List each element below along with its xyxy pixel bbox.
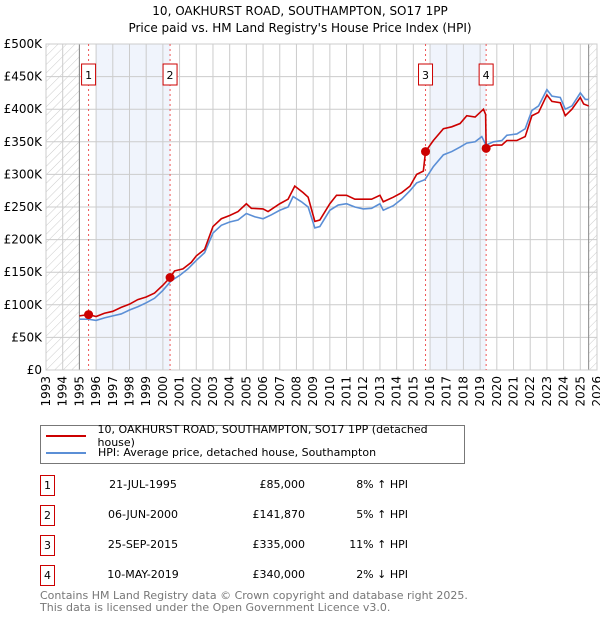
x-tick-label: 2006 [256, 376, 270, 407]
x-tick-label: 1995 [72, 376, 86, 407]
y-tick-label: £300K [4, 167, 44, 181]
x-tick-label: 2022 [523, 376, 537, 407]
sale-label-box [478, 63, 494, 86]
sale-point [84, 310, 94, 320]
plot-frame [45, 43, 598, 371]
x-tick-label: 2012 [356, 376, 370, 407]
sale-point [421, 147, 431, 157]
footer: Contains HM Land Registry data © Crown c… [40, 590, 468, 614]
x-tick-label: 1999 [139, 376, 153, 407]
y-tick-label: £400K [4, 102, 44, 116]
y-tick-label: £200K [4, 233, 44, 247]
x-tick-label: 2008 [289, 376, 303, 407]
x-tick-label: 2018 [456, 376, 470, 407]
sale-price: £85,000 [259, 478, 306, 491]
x-tick-label: 2025 [573, 376, 587, 407]
sale-date: 10-MAY-2019 [107, 568, 179, 581]
x-tick-label: 2009 [306, 376, 320, 407]
x-tick-label: 2015 [406, 376, 420, 407]
y-tick-label: £150K [4, 265, 44, 279]
y-tick-label: £250K [4, 200, 44, 214]
sale-date: 25-SEP-2015 [107, 538, 179, 551]
table-row: 3 25-SEP-2015 £335,000 11% ↑ HPI [40, 535, 440, 557]
sale-label: 4 [483, 69, 490, 82]
legend-label: HPI: Average price, detached house, Sout… [98, 446, 377, 459]
x-tick-label: 2010 [323, 376, 337, 407]
sale-number-badge: 4 [40, 565, 55, 586]
x-tick-label: 1998 [122, 376, 136, 407]
y-tick-label: £50K [11, 330, 43, 344]
hpi-change: 11% ↑ HPI [349, 538, 408, 551]
x-tick-label: 2003 [206, 376, 220, 407]
x-tick-label: 2011 [340, 376, 354, 407]
x-tick-label: 2021 [507, 376, 521, 407]
sale-price: £340,000 [252, 568, 306, 581]
x-tick-label: 1996 [89, 376, 103, 407]
x-tick-label: 2005 [239, 376, 253, 407]
y-tick-label: £350K [4, 135, 44, 149]
x-tick-label: 2024 [557, 376, 571, 407]
sale-point [481, 143, 491, 153]
y-tick-label: £100K [4, 298, 44, 312]
sale-date: 06-JUN-2000 [107, 508, 179, 521]
x-tick-label: 2017 [440, 376, 454, 407]
footer-line: This data is licensed under the Open Gov… [40, 601, 391, 614]
table-row: 2 06-JUN-2000 £141,870 5% ↑ HPI [40, 505, 440, 527]
x-tick-label: 1994 [56, 376, 70, 407]
hpi-change: 2% ↓ HPI [356, 568, 408, 581]
x-tick-label: 2023 [540, 376, 554, 407]
x-tick-label: 2026 [590, 376, 600, 407]
x-tick-label: 2016 [423, 376, 437, 407]
x-tick-label: 2002 [189, 376, 203, 407]
x-tick-label: 2019 [473, 376, 487, 407]
legend-item-hpi: HPI: Average price, detached house, Sout… [41, 444, 376, 461]
x-tick-label: 2013 [373, 376, 387, 407]
chart-subtitle: Price paid vs. HM Land Registry's House … [128, 21, 472, 35]
table-row: 4 10-MAY-2019 £340,000 2% ↓ HPI [40, 565, 440, 587]
y-tick-label: £450K [4, 70, 44, 84]
sale-label: 1 [85, 69, 92, 82]
x-tick-label: 2004 [223, 376, 237, 407]
legend-swatch-blue [46, 451, 86, 454]
legend: 10, OAKHURST ROAD, SOUTHAMPTON, SO17 1PP… [40, 423, 465, 464]
legend-label: 10, OAKHURST ROAD, SOUTHAMPTON, SO17 1PP… [97, 422, 428, 449]
sale-label-box [81, 63, 97, 86]
footer-line: Contains HM Land Registry data © Crown c… [40, 589, 468, 602]
sale-price: £335,000 [252, 538, 306, 551]
legend-swatch-red [46, 434, 86, 437]
x-tick-label: 1997 [106, 376, 120, 407]
sale-label: 2 [167, 69, 174, 82]
sale-date: 21-JUL-1995 [109, 478, 177, 491]
legend-item-property: 10, OAKHURST ROAD, SOUTHAMPTON, SO17 1PP… [41, 423, 464, 449]
hpi-change: 5% ↑ HPI [356, 508, 408, 521]
table-row: 1 21-JUL-1995 £85,000 8% ↑ HPI [40, 475, 440, 497]
x-tick-label: 1993 [39, 376, 53, 407]
sale-label: 3 [422, 69, 429, 82]
sale-label-box [162, 63, 178, 86]
x-tick-label: 2014 [390, 376, 404, 407]
x-tick-label: 2000 [156, 376, 170, 407]
price-chart: 1993 1994 1995 1996 1997 1998 1999 2000 2001 2002… [4, 37, 600, 407]
x-tick-label: 2001 [173, 376, 187, 407]
hpi-change: 8% ↑ HPI [356, 478, 408, 491]
y-tick-label: £0 [27, 363, 42, 377]
sale-point [165, 273, 175, 283]
sale-number-badge: 3 [40, 535, 55, 556]
sale-number-badge: 1 [40, 475, 55, 496]
sale-price: £141,870 [252, 508, 306, 521]
sale-label-box [418, 63, 434, 86]
y-tick-label: £500K [4, 37, 44, 51]
x-tick-label: 2007 [273, 376, 287, 407]
sale-number-badge: 2 [40, 505, 55, 526]
chart-title: 10, OAKHURST ROAD, SOUTHAMPTON, SO17 1PP [152, 4, 448, 18]
x-tick-label: 2020 [490, 376, 504, 407]
